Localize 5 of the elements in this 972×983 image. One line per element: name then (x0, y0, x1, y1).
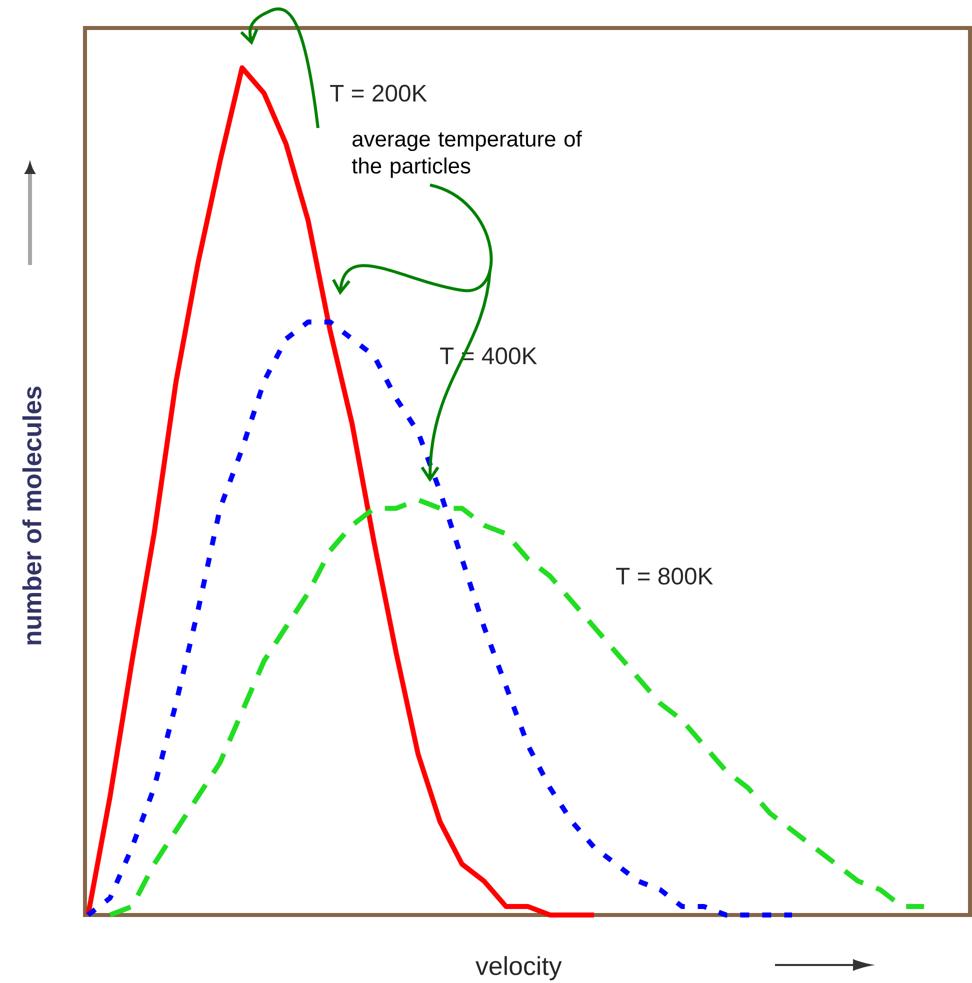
text: T = 200K (330, 84, 427, 102)
annotation: average temperature of the particles (352, 130, 582, 178)
y-axis-title: number of molecules (22, 386, 42, 644)
series-label: T = 800K (616, 568, 713, 585)
x-axis-title: velocity (476, 956, 562, 980)
